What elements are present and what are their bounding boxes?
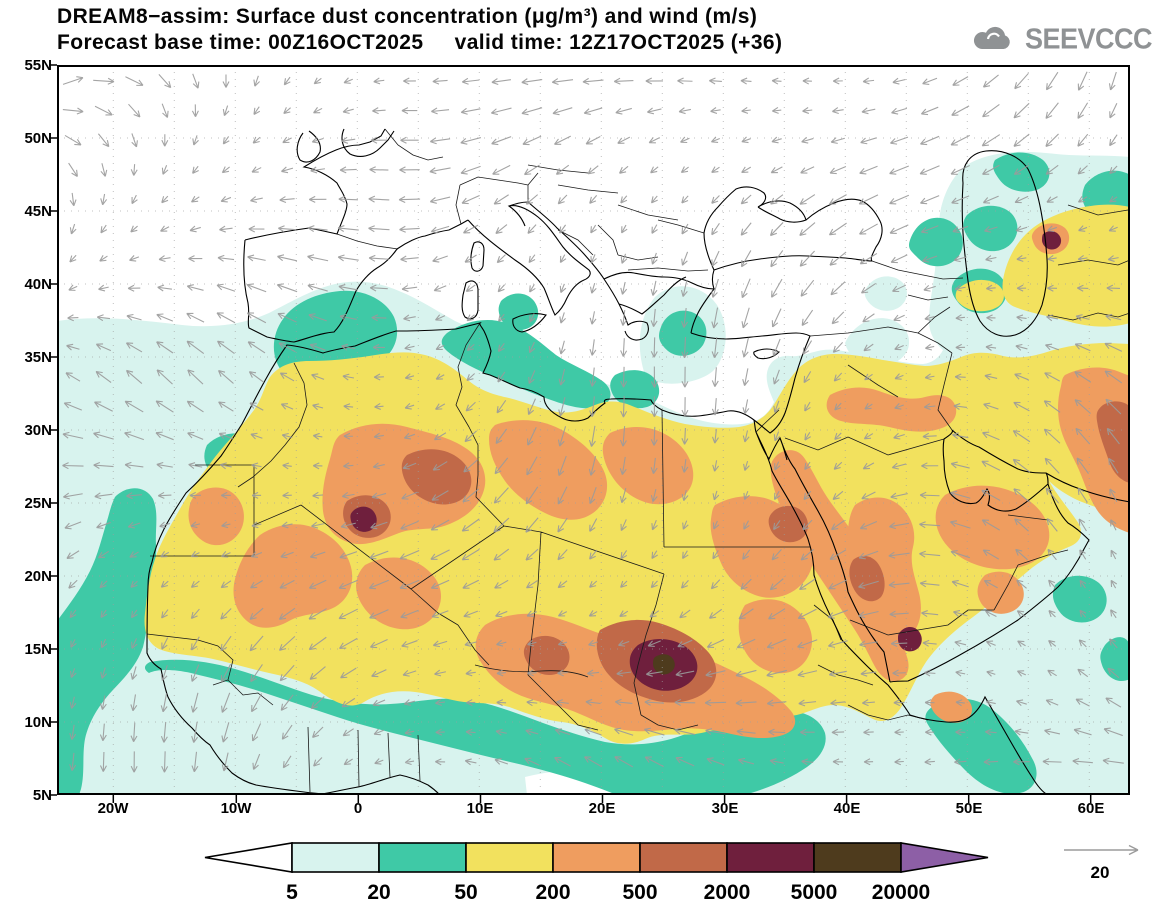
lon-label: 20W [97,800,129,817]
colorbar-level-label: 500 [622,881,657,904]
wind-reference: 20 [1064,844,1139,882]
lon-label: 40E [833,800,861,817]
colorbar: 5 20 50 200 500 2000 5000 20000 [204,842,989,904]
colorbar-bin-200-500 [552,842,641,873]
cloud-logo-icon [973,26,1010,50]
lat-label: 55N [24,57,52,74]
colorbar-level-label: 2000 [704,881,751,904]
wind-reference-arrow-icon [1064,844,1139,856]
colorbar-level-label: 5000 [791,881,838,904]
lat-label: 30N [24,422,52,439]
lat-label: 10N [24,714,52,731]
lon-label: 10W [220,800,252,817]
country-borders [146,128,1130,793]
colorbar-level-label: 5 [286,881,298,904]
lon-label: 60E [1077,800,1105,817]
colorbar-level-label: 50 [454,881,477,904]
logo-text: SEEVCCC [1024,22,1153,55]
colorbar-level-label: 200 [535,881,570,904]
colorbar-bin-20-50 [378,842,467,873]
lon-label: 50E [955,800,983,817]
colorbar-bin-5000-20000 [813,842,902,873]
dust-field-20-50 [57,152,1130,795]
map-frame [57,65,1130,795]
lat-label: 5N [32,787,52,804]
lon-label: 0 [353,800,363,817]
chart-title: DREAM8−assim: Surface dust concentration… [57,5,758,28]
lat-label: 25N [24,495,52,512]
colorbar-below-min-arrow [204,842,293,873]
lat-label: 50N [24,130,52,147]
colorbar-bin-5-20 [291,842,380,873]
colorbar-level-label: 20000 [872,881,930,904]
lat-label: 40N [24,276,52,293]
colorbar-level-label: 20 [367,881,390,904]
lat-label: 15N [24,641,52,658]
dust-field-5000-20000 [653,654,675,675]
colorbar-bin-50-200 [465,842,554,873]
map-canvas [57,65,1130,795]
colorbar-bin-500-2000 [639,842,728,873]
lat-label: 45N [24,203,52,220]
colorbar-above-max-arrow [900,842,989,873]
lon-label: 10E [466,800,494,817]
lat-label: 20N [24,568,52,585]
dust-field [57,151,1130,795]
colorbar-bin-2000-5000 [726,842,815,873]
chart-subtitle: Forecast base time: 00Z16OCT2025 valid t… [57,31,783,54]
lon-label: 30E [711,800,739,817]
seevccc-logo: SEEVCCC [970,22,1153,56]
lon-label: 20E [588,800,616,817]
wind-reference-value: 20 [1091,863,1110,882]
lat-label: 35N [24,349,52,366]
wind-arrows-layer [62,71,1124,773]
graticule [57,65,1130,795]
